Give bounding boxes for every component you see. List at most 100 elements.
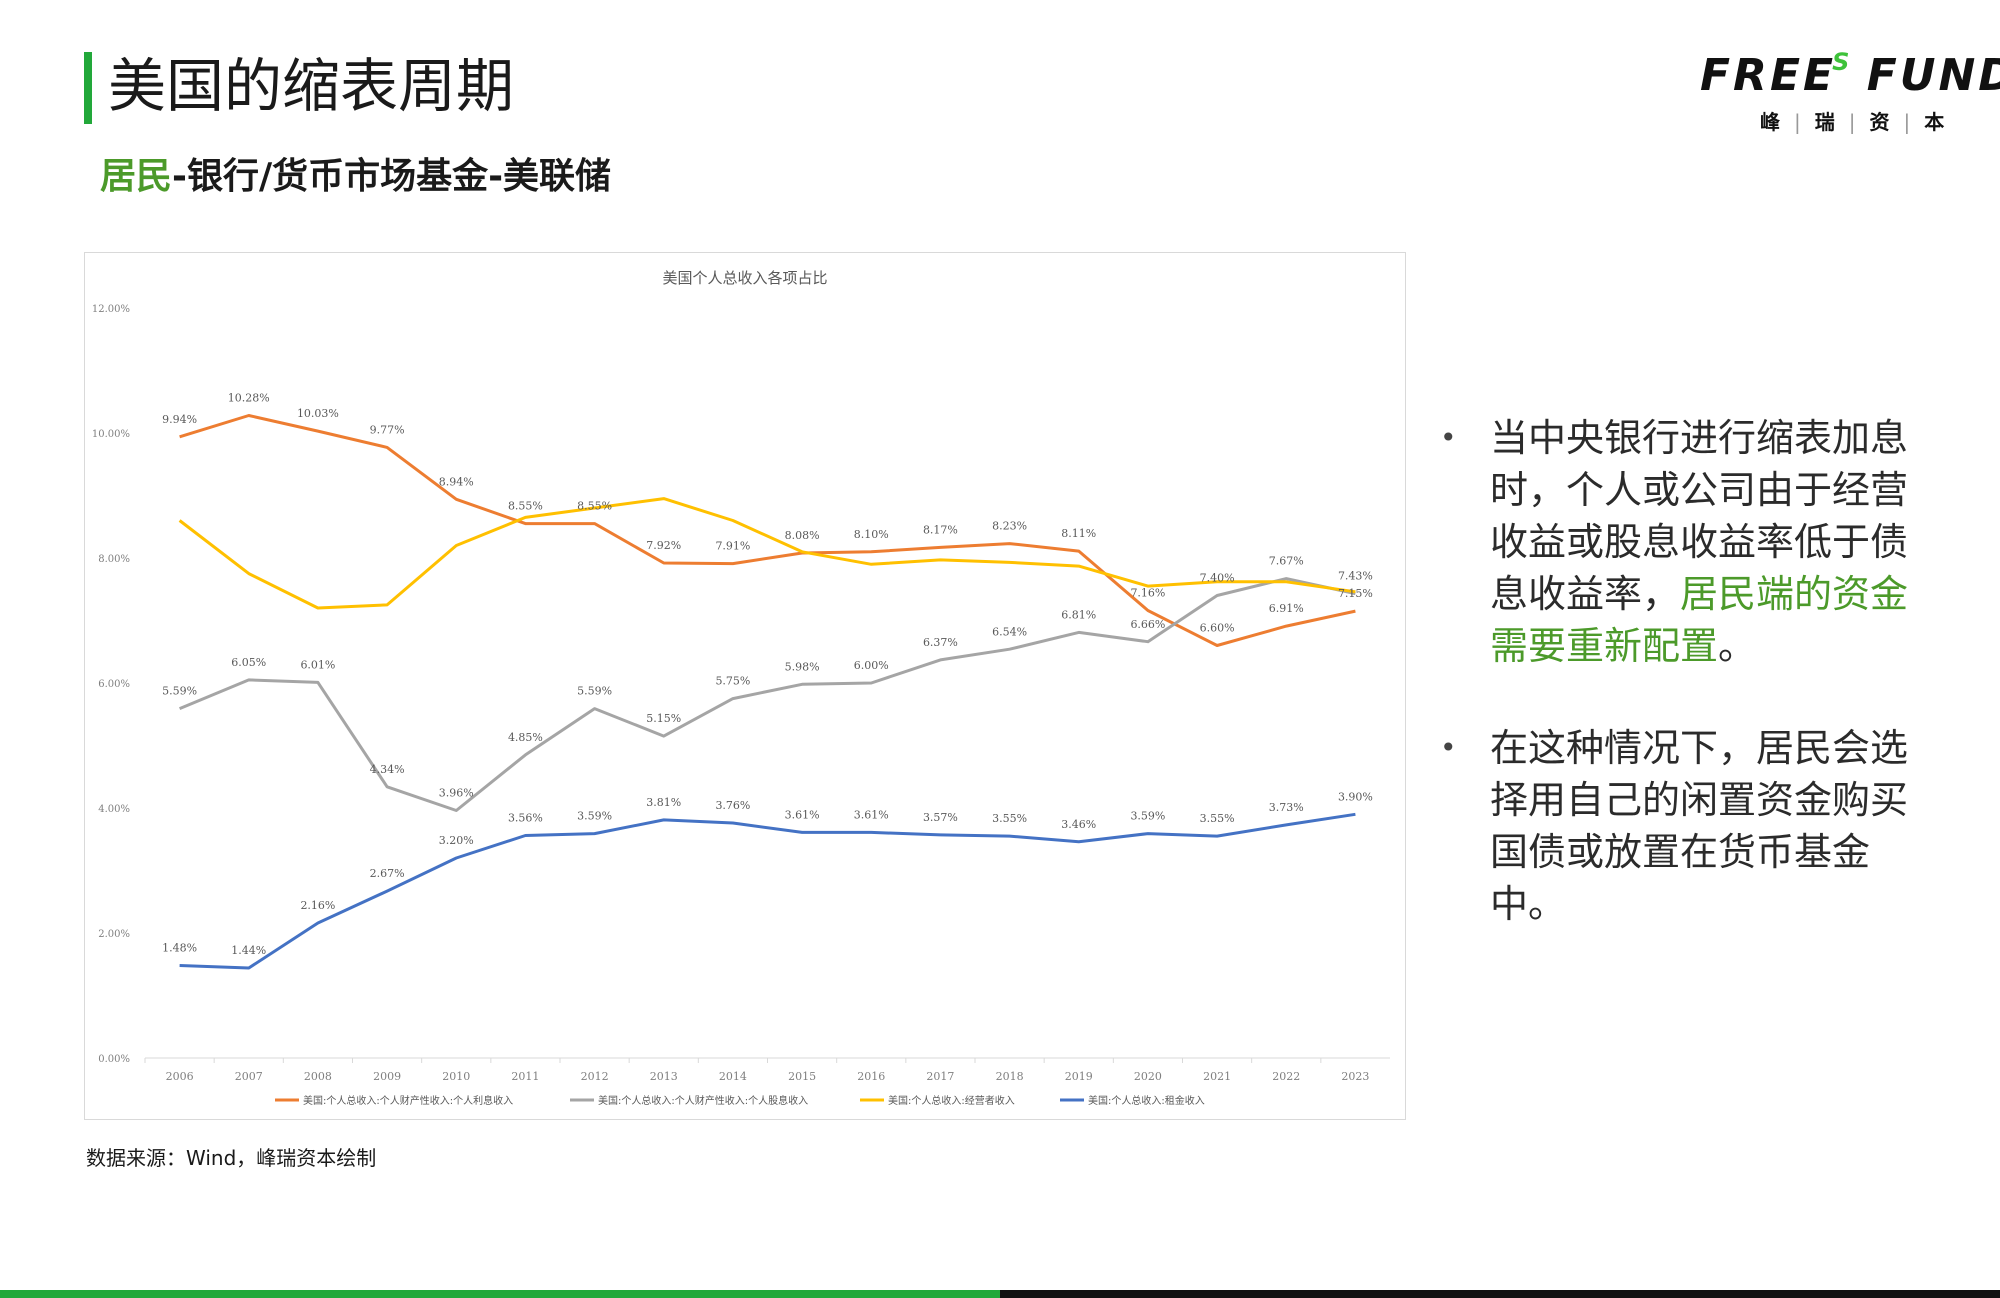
series-line — [179, 577, 1356, 812]
footer-bar-black — [1000, 1290, 2000, 1298]
legend-label: 美国:个人总收入:个人财产性收入:个人利息收入 — [303, 1094, 513, 1107]
x-tick-label: 2018 — [996, 1070, 1024, 1083]
x-tick-label: 2021 — [1203, 1070, 1231, 1083]
data-label: 3.61% — [785, 808, 820, 821]
data-label: 6.05% — [231, 656, 266, 669]
freesfund-logo: FREES FUND 峰|瑞|资|本 — [1700, 48, 2000, 134]
data-label: 5.59% — [162, 685, 197, 698]
x-tick-label: 2007 — [235, 1070, 263, 1083]
bullet-item: • 在这种情况下，居民会选择用自己的闲置资金购买国债或放置在货币基金中。 — [1440, 722, 1910, 930]
data-label: 1.48% — [162, 942, 197, 955]
data-label: 3.56% — [508, 812, 543, 825]
data-label: 3.55% — [992, 812, 1027, 825]
x-tick-label: 2008 — [304, 1070, 332, 1083]
y-tick-label: 6.00% — [98, 679, 130, 690]
data-label: 3.46% — [1061, 818, 1096, 831]
series-line — [178, 497, 1356, 610]
data-label: 3.20% — [439, 834, 474, 847]
x-tick-label: 2011 — [511, 1070, 539, 1083]
data-label: 8.55% — [577, 500, 612, 513]
y-tick-label: 4.00% — [98, 804, 130, 815]
data-label-layer: 9.94% 10.28% 10.03% 9.77% 8.94% 8.55% 8.55% 7.9… — [162, 392, 1373, 958]
x-tick-label: 2010 — [442, 1070, 470, 1083]
data-label: 5.15% — [646, 712, 681, 725]
chart-title: 美国个人总收入各项占比 — [662, 269, 827, 287]
data-label: 2.67% — [370, 867, 405, 880]
data-label: 5.59% — [577, 685, 612, 698]
x-tick-label: 2020 — [1134, 1070, 1162, 1083]
data-label: 3.55% — [1200, 812, 1235, 825]
logo-wordmark: FREES FUND — [1700, 48, 2000, 101]
data-label: 8.55% — [508, 500, 543, 513]
page-title: 美国的缩表周期 — [108, 52, 515, 120]
legend-label: 美国:个人总收入:租金收入 — [1088, 1094, 1205, 1107]
data-label: 8.17% — [923, 523, 958, 536]
data-label: 5.75% — [715, 675, 750, 688]
data-label: 7.91% — [715, 540, 750, 553]
data-label: 4.34% — [370, 763, 405, 776]
income-share-chart: 美国个人总收入各项占比 0.00% 2.00% 4.00% 6.00% 8.00% 10.… — [84, 252, 1406, 1120]
logo-cn: 峰 | 瑞 | 资 | 本 — [1760, 110, 1947, 134]
data-label: 3.90% — [1338, 790, 1373, 803]
x-tick-label: 2022 — [1272, 1070, 1300, 1083]
chart-svg: 美国个人总收入各项占比 0.00% 2.00% 4.00% 6.00% 8.00% 10.… — [92, 269, 1390, 1107]
footer-bar-green — [0, 1290, 1000, 1298]
data-label: 3.76% — [715, 799, 750, 812]
data-label: 10.03% — [297, 407, 339, 420]
data-label: 6.60% — [1200, 622, 1235, 635]
legend-label: 美国:个人总收入:经营者收入 — [888, 1094, 1015, 1107]
data-label: 3.59% — [1130, 810, 1165, 823]
y-tick-label: 12.00% — [92, 304, 130, 315]
data-label: 7.16% — [1130, 587, 1165, 600]
data-label: 6.66% — [1130, 618, 1165, 631]
bullet-item: • 当中央银行进行缩表加息时，个人或公司由于经营收益或股息收益率低于债息收益率，… — [1440, 412, 1910, 672]
data-label: 3.61% — [854, 808, 889, 821]
title-accent-bar — [84, 52, 92, 124]
x-tick-label: 2015 — [788, 1070, 816, 1083]
data-label: 3.59% — [577, 810, 612, 823]
data-label: 4.85% — [508, 731, 543, 744]
data-label: 8.23% — [992, 520, 1027, 533]
bullet-dot-icon: • — [1440, 731, 1457, 764]
data-label: 3.57% — [923, 811, 958, 824]
data-label: 3.73% — [1269, 801, 1304, 814]
data-label: 7.92% — [646, 539, 681, 552]
x-tick-label: 2023 — [1341, 1070, 1369, 1083]
bullet-dot-icon: • — [1440, 421, 1457, 454]
x-tick-label: 2012 — [581, 1070, 609, 1083]
x-tick-label: 2019 — [1065, 1070, 1093, 1083]
data-label: 6.01% — [300, 658, 335, 671]
data-label: 9.77% — [370, 423, 405, 436]
data-label: 6.81% — [1061, 608, 1096, 621]
y-tick-label: 0.00% — [98, 1054, 130, 1065]
data-label: 8.10% — [854, 528, 889, 541]
x-tick-label: 2014 — [719, 1070, 747, 1083]
data-label: 7.67% — [1269, 555, 1304, 568]
series-layer — [178, 414, 1356, 970]
data-label: 6.91% — [1269, 602, 1304, 615]
data-label: 3.81% — [646, 796, 681, 809]
y-tick-label: 2.00% — [98, 929, 130, 940]
data-label: 8.11% — [1061, 527, 1096, 540]
data-label: 6.00% — [854, 659, 889, 672]
legend-label: 美国:个人总收入:个人财产性收入:个人股息收入 — [598, 1094, 808, 1107]
data-label: 3.96% — [439, 787, 474, 800]
data-source-note: 数据来源：Wind，峰瑞资本绘制 — [86, 1146, 377, 1170]
x-tick-label: 2009 — [373, 1070, 401, 1083]
data-label: 1.44% — [231, 944, 266, 957]
page-subtitle: 居民-银行/货币市场基金-美联储 — [100, 152, 611, 202]
data-label: 8.08% — [785, 529, 820, 542]
x-tick-label: 2006 — [166, 1070, 194, 1083]
data-label: 10.28% — [228, 392, 270, 405]
x-tick-label: 2013 — [650, 1070, 678, 1083]
data-label: 8.94% — [439, 475, 474, 488]
bullet-list: • 当中央银行进行缩表加息时，个人或公司由于经营收益或股息收益率低于债息收益率，… — [1440, 412, 1910, 980]
data-label: 9.94% — [162, 413, 197, 426]
subtitle-rest: -银行/货币市场基金-美联储 — [172, 156, 612, 197]
y-tick-label: 8.00% — [98, 554, 130, 565]
y-tick-label: 10.00% — [92, 429, 130, 440]
legend: 美国:个人总收入:个人财产性收入:个人利息收入 美国:个人总收入:个人财产性收入:… — [275, 1094, 1205, 1107]
x-tick-label: 2017 — [926, 1070, 954, 1083]
x-tick-label: 2016 — [857, 1070, 885, 1083]
series-line — [179, 812, 1356, 970]
